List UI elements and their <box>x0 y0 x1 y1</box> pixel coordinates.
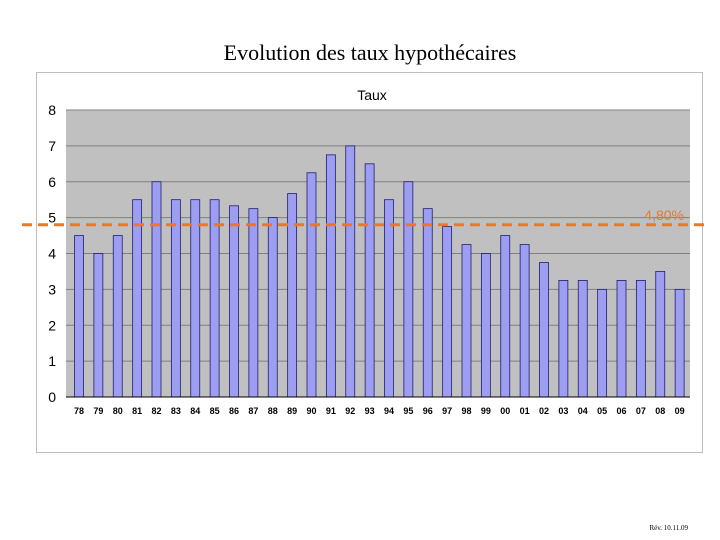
bar-04 <box>577 280 588 398</box>
x-tick-label: 06 <box>616 406 626 416</box>
x-tick-label: 09 <box>675 406 685 416</box>
bar-05 <box>597 288 608 398</box>
bar-90 <box>306 172 317 398</box>
bar-00 <box>500 235 511 398</box>
x-tick-label: 01 <box>520 406 530 416</box>
x-tick-label: 87 <box>248 406 258 416</box>
x-tick-label: 02 <box>539 406 549 416</box>
bar-02 <box>539 262 549 398</box>
y-axis-ticks: 0 1 2 3 4 5 6 7 8 <box>48 102 56 405</box>
x-tick-label: 89 <box>287 406 297 416</box>
bar-09 <box>674 288 685 398</box>
bar-03 <box>558 280 569 398</box>
bar-86 <box>229 205 239 398</box>
y-tick-label: 4 <box>48 246 56 262</box>
bar-07 <box>635 280 646 398</box>
x-tick-label: 82 <box>151 406 161 416</box>
x-tick-label: 90 <box>306 406 316 416</box>
bar-97 <box>442 226 453 398</box>
x-tick-label: 91 <box>326 406 336 416</box>
x-tick-label: 81 <box>132 406 142 416</box>
bar-06 <box>616 280 627 398</box>
bar-78 <box>74 235 84 398</box>
revision-note: Rév. 10.11.09 <box>649 524 688 532</box>
bar-01 <box>519 244 530 398</box>
bar-83 <box>170 199 181 398</box>
y-tick-label: 5 <box>48 210 56 226</box>
x-tick-label: 93 <box>365 406 375 416</box>
y-tick-label: 6 <box>48 174 56 190</box>
bar-93 <box>364 163 375 398</box>
x-tick-label: 00 <box>500 406 510 416</box>
x-tick-label: 84 <box>190 406 200 416</box>
x-tick-label: 85 <box>210 406 220 416</box>
y-tick-label: 8 <box>48 102 56 118</box>
x-tick-label: 80 <box>113 406 123 416</box>
bar-84 <box>190 199 201 398</box>
bar-95 <box>403 181 414 398</box>
x-tick-label: 98 <box>461 406 471 416</box>
x-tick-label: 08 <box>655 406 665 416</box>
x-tick-label: 95 <box>403 406 413 416</box>
bar-98 <box>461 244 472 398</box>
x-tick-label: 99 <box>481 406 491 416</box>
y-tick-label: 2 <box>48 317 56 333</box>
bar-79 <box>93 253 104 398</box>
bar-82 <box>151 181 162 398</box>
bars <box>74 145 685 398</box>
bar-85 <box>209 199 220 398</box>
x-tick-label: 79 <box>93 406 103 416</box>
chart-title: Taux <box>357 87 387 103</box>
x-tick-label: 78 <box>74 406 84 416</box>
x-tick-label: 94 <box>384 406 394 416</box>
x-axis-ticks: 78 79 80 81 82 83 84 85 86 87 88 89 90 91 92 93 94 95 96 97… <box>74 406 685 416</box>
y-tick-label: 3 <box>48 281 56 297</box>
x-tick-label: 04 <box>578 406 588 416</box>
bar-88 <box>267 217 278 398</box>
x-tick-label: 92 <box>345 406 355 416</box>
y-tick-label: 1 <box>48 353 56 369</box>
bar-94 <box>384 199 394 398</box>
reference-line-label: 4,80% <box>644 207 684 223</box>
x-tick-label: 86 <box>229 406 239 416</box>
bar-91 <box>325 154 336 398</box>
bar-80 <box>112 235 123 398</box>
y-tick-label: 0 <box>48 389 56 405</box>
x-tick-label: 88 <box>268 406 278 416</box>
bar-92 <box>345 145 356 398</box>
x-tick-label: 97 <box>442 406 452 416</box>
bar-81 <box>132 199 143 398</box>
bar-08 <box>655 271 666 398</box>
bar-87 <box>248 208 259 398</box>
bar-99 <box>480 253 491 398</box>
slide-title: Evolution des taux hypothécaires <box>223 40 517 65</box>
x-tick-label: 03 <box>558 406 568 416</box>
x-tick-label: 96 <box>423 406 433 416</box>
y-tick-label: 7 <box>48 138 56 154</box>
x-tick-label: 05 <box>597 406 607 416</box>
x-tick-label: 07 <box>636 406 646 416</box>
bar-96 <box>422 208 433 398</box>
x-tick-label: 83 <box>171 406 181 416</box>
